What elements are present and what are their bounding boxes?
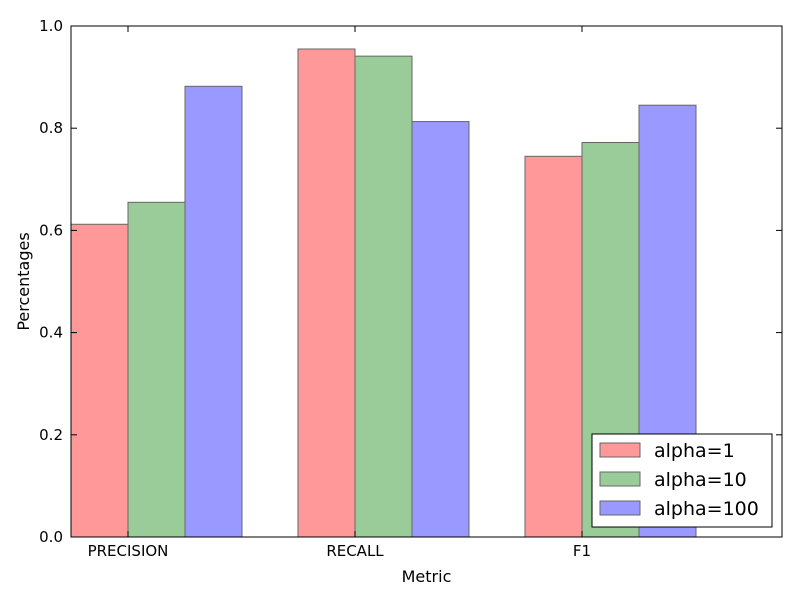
bar-precision-alpha-10 [127, 201, 186, 538]
x-axis: PRECISION RECALL F1 [88, 26, 591, 560]
plot-frame [70, 25, 783, 538]
y-tick-label: 0.0 [39, 528, 63, 546]
bar-recall-alpha-1 [297, 48, 356, 538]
y-tick-label: 0.8 [39, 119, 63, 137]
y-tick-label: 0.2 [39, 426, 63, 444]
bar-f1-alpha-1 [524, 155, 583, 538]
y-axis-title: Percentages [14, 232, 33, 330]
legend: alpha=1 alpha=10 alpha=100 [591, 433, 773, 528]
bar-recall-alpha-100 [411, 121, 470, 538]
x-axis-title: Metric [402, 567, 452, 586]
y-tick-label: 0.6 [39, 221, 63, 239]
y-tick-label: 0.4 [39, 324, 63, 342]
x-tick-label-precision: PRECISION [88, 542, 169, 560]
legend-label: alpha=100 [654, 498, 759, 520]
y-tick-label: 1.0 [39, 17, 63, 35]
bar-recall-alpha-10 [354, 55, 413, 538]
bar-precision-alpha-100 [184, 85, 243, 538]
bar-precision-alpha-1 [70, 223, 129, 538]
y-axis: 0.0 0.2 0.4 0.6 0.8 1.0 [39, 17, 782, 546]
x-tick-label-recall: RECALL [326, 542, 384, 560]
bars-group [70, 48, 697, 538]
legend-swatch [599, 500, 641, 516]
x-tick-label-f1: F1 [573, 542, 591, 560]
legend-swatch [599, 471, 641, 487]
legend-label: alpha=1 [654, 440, 735, 462]
legend-swatch [599, 442, 641, 458]
legend-label: alpha=10 [654, 469, 747, 491]
